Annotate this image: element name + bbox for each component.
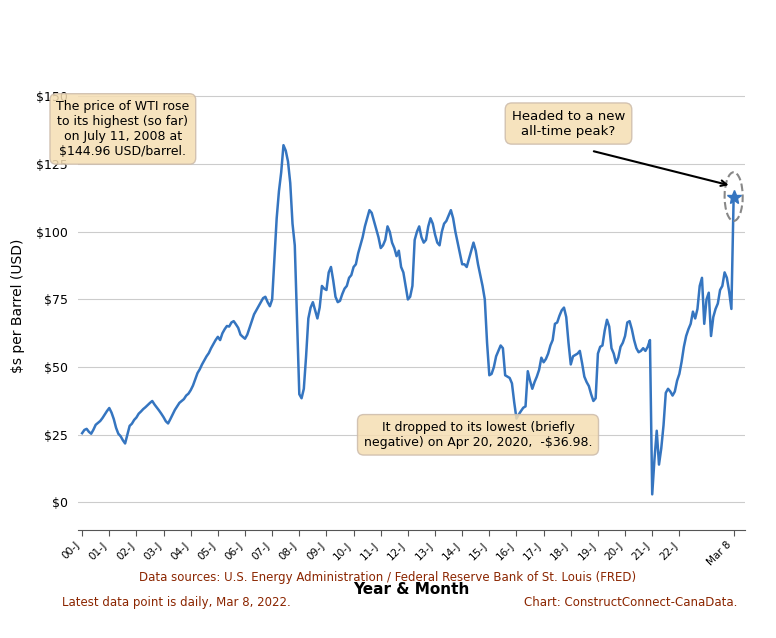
- Y-axis label: $s per Barrel (USD): $s per Barrel (USD): [11, 239, 25, 373]
- Text: West Texas Intermediate (WTI) Oil: West Texas Intermediate (WTI) Oil: [173, 11, 603, 31]
- Text: Chart: ConstructConnect-CanaData.: Chart: ConstructConnect-CanaData.: [524, 597, 737, 609]
- Text: The price of WTI rose
to its highest (so far)
on July 11, 2008 at
$144.96 USD/ba: The price of WTI rose to its highest (so…: [56, 100, 189, 158]
- Text: It dropped to its lowest (briefly
negative) on Apr 20, 2020,  -$36.98.: It dropped to its lowest (briefly negati…: [364, 421, 592, 449]
- Text: Headed to a new
all-time peak?: Headed to a new all-time peak?: [512, 110, 625, 138]
- Text: Latest data point is daily, Mar 8, 2022.: Latest data point is daily, Mar 8, 2022.: [62, 597, 291, 609]
- X-axis label: Year & Month: Year & Month: [353, 582, 469, 597]
- Text: Data sources: U.S. Energy Administration / Federal Reserve Bank of St. Louis (FR: Data sources: U.S. Energy Administration…: [140, 571, 636, 584]
- Text: (Monthly averages of daily spot prices, Cushing Oklahoma terminal): (Monthly averages of daily spot prices, …: [127, 50, 649, 65]
